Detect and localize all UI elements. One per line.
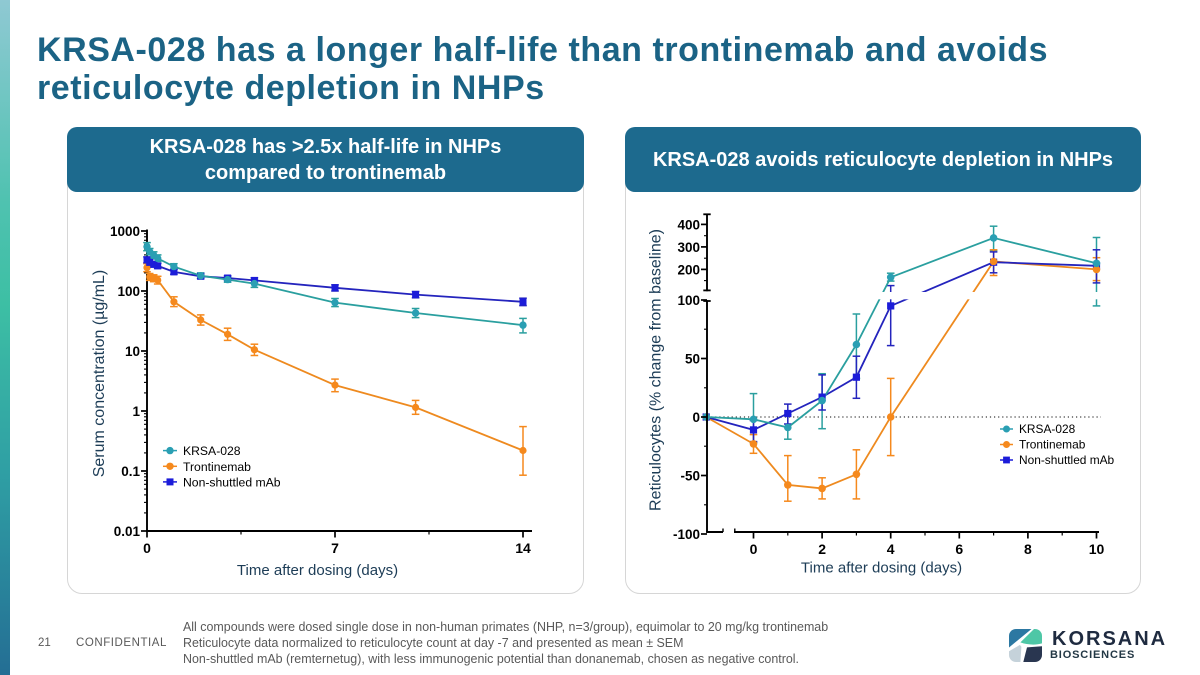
svg-text:0.1: 0.1 (121, 464, 140, 479)
svg-text:1: 1 (132, 404, 140, 419)
svg-text:400: 400 (677, 217, 700, 232)
svg-text:50: 50 (685, 352, 700, 367)
svg-text:Reticulocytes (% change from b: Reticulocytes (% change from baseline) (648, 229, 665, 511)
svg-text:0: 0 (750, 541, 758, 557)
svg-text:100: 100 (117, 284, 140, 299)
svg-text:1000: 1000 (110, 224, 140, 239)
svg-text:KRSA-028: KRSA-028 (183, 444, 241, 458)
svg-text:200: 200 (677, 262, 700, 277)
svg-text:Serum concentration (µg/mL): Serum concentration (µg/mL) (91, 270, 108, 478)
svg-text:Time after dosing (days): Time after dosing (days) (237, 562, 398, 579)
svg-text:300: 300 (677, 240, 700, 255)
svg-text:0: 0 (143, 540, 151, 556)
svg-text:0.01: 0.01 (114, 524, 141, 539)
svg-text:10: 10 (1089, 541, 1105, 557)
svg-text:Trontinemab: Trontinemab (183, 460, 251, 474)
svg-text:14: 14 (515, 540, 531, 556)
svg-text:Non-shuttled mAb: Non-shuttled mAb (1019, 453, 1115, 467)
svg-text:-100: -100 (673, 527, 700, 542)
svg-text:6: 6 (955, 541, 963, 557)
svg-text:100: 100 (677, 293, 700, 308)
svg-text:Time after dosing (days): Time after dosing (days) (801, 560, 962, 577)
svg-text:2: 2 (818, 541, 826, 557)
svg-text:Trontinemab: Trontinemab (1019, 438, 1086, 452)
svg-text:10: 10 (125, 344, 140, 359)
svg-text:8: 8 (1024, 541, 1032, 557)
svg-text:-50: -50 (680, 469, 700, 484)
svg-text:7: 7 (331, 540, 339, 556)
svg-text:KRSA-028: KRSA-028 (1019, 422, 1076, 436)
svg-text:0: 0 (692, 410, 700, 425)
svg-text:4: 4 (887, 541, 895, 557)
svg-text:Non-shuttled mAb: Non-shuttled mAb (183, 476, 281, 490)
